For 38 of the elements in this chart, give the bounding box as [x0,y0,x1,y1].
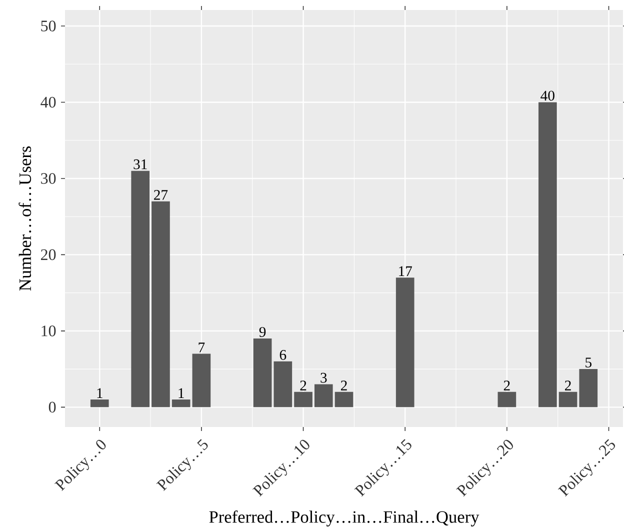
bar [172,400,190,408]
data-label: 6 [280,350,286,360]
bar [498,392,516,408]
data-label: 1 [97,388,102,398]
data-label: 2 [565,380,571,390]
data-label: 2 [300,380,306,390]
bar [538,102,557,408]
data-label: 31 [134,159,147,170]
bar [90,400,109,408]
bar [274,361,292,408]
y-tick-label: 50 [41,20,56,32]
y-axis-title: Number…of…Users [18,146,32,291]
bar [253,338,272,408]
bar [579,369,598,408]
y-tick-label: 10 [42,326,56,336]
bar [558,392,578,408]
bar [294,392,312,408]
y-tick-label: 30 [41,173,56,184]
data-label: 17 [399,266,412,276]
data-label: 1 [178,388,184,398]
data-label: 40 [540,90,554,101]
bar [152,201,170,408]
x-axis-title: Preferred…Policy…in…Final…Query [209,510,480,526]
bar [396,278,414,408]
y-tick-label: 20 [41,249,56,260]
data-label: 5 [586,358,592,368]
bar [314,384,333,408]
data-label: 7 [198,342,205,352]
bar [192,354,211,408]
y-tick-label: 40 [40,96,56,108]
data-label: 3 [320,372,327,383]
data-label: 2 [340,380,347,390]
bar [131,170,150,408]
y-tick-label: 0 [48,402,56,413]
data-label: 9 [259,327,266,337]
data-label: 2 [504,380,510,390]
bar [334,392,354,408]
data-label: 27 [154,190,168,200]
